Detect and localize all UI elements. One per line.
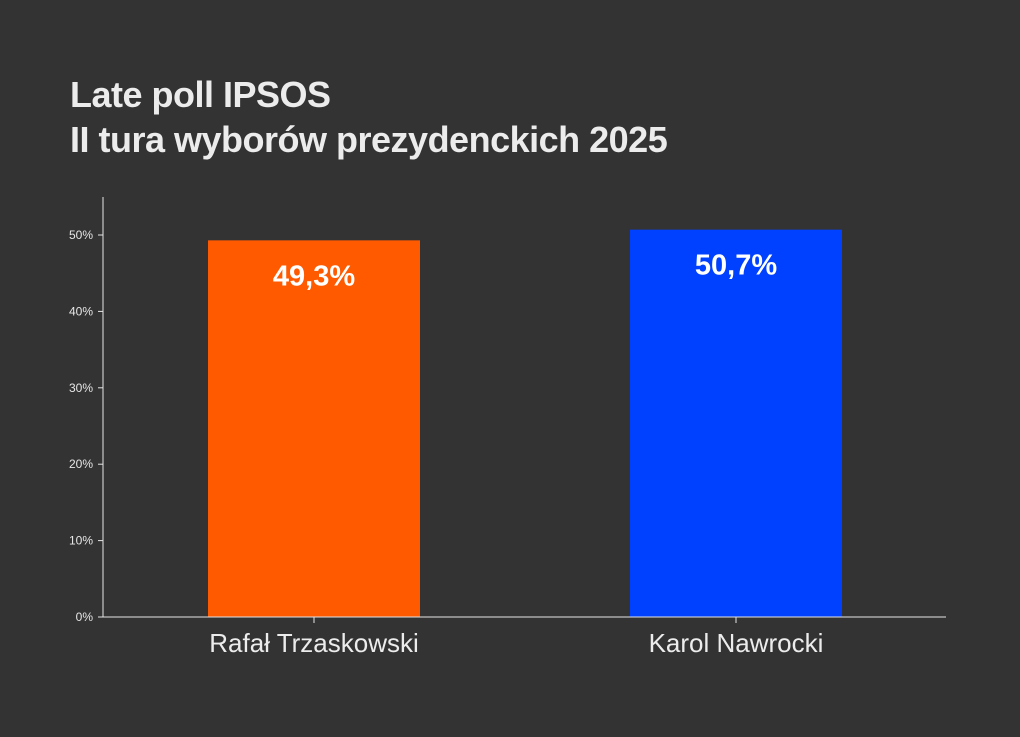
y-tick-label-0: 0% bbox=[76, 610, 94, 624]
data-label-2: 50,7% bbox=[695, 250, 777, 282]
chart-title-block: Late poll IPSOS II tura wyborów prezyden… bbox=[70, 72, 668, 162]
y-tick-label-50: 50% bbox=[69, 228, 93, 242]
bar-1 bbox=[208, 240, 420, 617]
y-tick-label-40: 40% bbox=[69, 304, 93, 318]
y-tick-label-10: 10% bbox=[69, 534, 93, 548]
y-tick-label-30: 30% bbox=[69, 381, 93, 395]
chart-title: Late poll IPSOS bbox=[70, 74, 331, 115]
data-label-1: 49,3% bbox=[273, 260, 355, 292]
x-category-label-1: Rafał Trzaskowski bbox=[209, 628, 419, 658]
x-category-label-2: Karol Nawrocki bbox=[649, 628, 824, 658]
y-tick-label-20: 20% bbox=[69, 457, 93, 471]
chart-subtitle: II tura wyborów prezydenckich 2025 bbox=[70, 119, 668, 160]
bar-2 bbox=[630, 229, 842, 618]
